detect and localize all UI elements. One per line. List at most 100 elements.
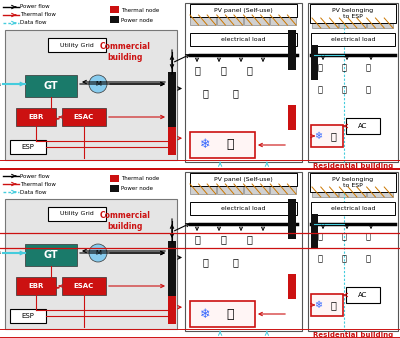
Bar bbox=[312, 187, 338, 197]
Bar bbox=[312, 18, 338, 28]
Text: ESAC: ESAC bbox=[74, 283, 94, 289]
Text: 🖥: 🖥 bbox=[342, 233, 346, 241]
Bar bbox=[346, 118, 380, 134]
Text: PV belonging
to ESP: PV belonging to ESP bbox=[332, 8, 374, 19]
Text: 📻: 📻 bbox=[366, 86, 370, 95]
Text: GT: GT bbox=[44, 81, 58, 91]
Bar bbox=[270, 15, 296, 25]
Text: Power node: Power node bbox=[121, 18, 153, 23]
Bar bbox=[16, 277, 56, 295]
Bar bbox=[190, 132, 255, 158]
Bar bbox=[346, 287, 380, 303]
Bar bbox=[62, 277, 106, 295]
Text: electrical load: electrical load bbox=[221, 37, 266, 42]
Bar bbox=[190, 33, 297, 46]
Bar bbox=[310, 4, 396, 23]
Bar bbox=[190, 15, 216, 25]
Text: 🖥: 🖥 bbox=[342, 64, 346, 72]
Bar bbox=[311, 214, 318, 249]
Text: Data flow: Data flow bbox=[20, 190, 46, 194]
Text: Thermal node: Thermal node bbox=[121, 7, 159, 13]
Text: 💡: 💡 bbox=[194, 234, 200, 244]
Bar bbox=[288, 105, 296, 130]
Bar bbox=[244, 15, 269, 25]
Bar bbox=[367, 187, 393, 197]
Text: Residential building: Residential building bbox=[313, 163, 393, 169]
Text: 🍵: 🍵 bbox=[366, 64, 370, 72]
Text: ❄: ❄ bbox=[200, 139, 210, 151]
Text: EBR: EBR bbox=[28, 114, 44, 120]
Bar bbox=[339, 18, 366, 28]
Text: PV panel (Self-use): PV panel (Self-use) bbox=[214, 8, 273, 13]
Text: 🧊: 🧊 bbox=[246, 234, 252, 244]
Text: Power flow: Power flow bbox=[20, 4, 50, 9]
Bar bbox=[62, 108, 106, 126]
Bar bbox=[168, 241, 176, 296]
Text: Utility Grid: Utility Grid bbox=[60, 43, 94, 48]
Text: electrical load: electrical load bbox=[221, 206, 266, 211]
Bar bbox=[5, 199, 177, 329]
Text: 🖥: 🖥 bbox=[202, 88, 208, 98]
Bar bbox=[185, 172, 302, 331]
Bar bbox=[190, 184, 216, 194]
Text: electrical load: electrical load bbox=[331, 37, 375, 42]
Text: 🧺: 🧺 bbox=[318, 86, 322, 95]
Bar bbox=[308, 3, 398, 162]
Text: 🔥: 🔥 bbox=[330, 300, 336, 310]
Bar bbox=[311, 202, 395, 215]
Circle shape bbox=[89, 244, 107, 262]
Circle shape bbox=[89, 75, 107, 93]
Text: ESP: ESP bbox=[22, 313, 34, 319]
Bar bbox=[110, 16, 119, 23]
Bar bbox=[168, 72, 176, 127]
Text: ❄: ❄ bbox=[314, 300, 322, 310]
Text: 📺: 📺 bbox=[232, 88, 238, 98]
Text: 🔥: 🔥 bbox=[226, 308, 234, 320]
Bar bbox=[110, 175, 119, 182]
Text: M: M bbox=[95, 81, 101, 87]
Bar bbox=[10, 309, 46, 323]
Bar bbox=[48, 38, 106, 52]
Text: Commercial
building: Commercial building bbox=[100, 211, 150, 231]
Text: AC: AC bbox=[358, 123, 368, 129]
Bar bbox=[339, 187, 366, 197]
Text: 🍵: 🍵 bbox=[366, 233, 370, 241]
Text: ESP: ESP bbox=[22, 144, 34, 150]
Text: Gas: Gas bbox=[0, 250, 2, 256]
Bar bbox=[311, 294, 343, 316]
Bar bbox=[217, 15, 242, 25]
Text: Commercial
building: Commercial building bbox=[100, 42, 150, 62]
Bar bbox=[16, 108, 56, 126]
Bar bbox=[288, 274, 296, 299]
Bar bbox=[367, 18, 393, 28]
Text: M: M bbox=[95, 250, 101, 256]
Bar bbox=[0, 168, 400, 170]
Text: ❄: ❄ bbox=[200, 308, 210, 320]
Bar bbox=[168, 296, 176, 324]
Bar bbox=[311, 125, 343, 147]
Text: Thermal node: Thermal node bbox=[121, 176, 159, 182]
Text: PV belonging
to ESP: PV belonging to ESP bbox=[332, 177, 374, 188]
Bar bbox=[110, 6, 119, 13]
Text: 💡: 💡 bbox=[318, 64, 322, 72]
Text: Data flow: Data flow bbox=[20, 21, 46, 25]
Bar bbox=[25, 75, 77, 97]
Bar bbox=[311, 45, 318, 80]
Bar bbox=[244, 184, 269, 194]
Text: Utility Grid: Utility Grid bbox=[60, 212, 94, 217]
Text: 💡: 💡 bbox=[194, 65, 200, 75]
Bar bbox=[288, 30, 296, 70]
Text: electrical load: electrical load bbox=[331, 206, 375, 211]
Text: 🍵: 🍵 bbox=[342, 86, 346, 95]
Text: Thermal flow: Thermal flow bbox=[20, 13, 56, 18]
Text: ❄: ❄ bbox=[314, 131, 322, 141]
Text: ESAC: ESAC bbox=[74, 114, 94, 120]
Bar bbox=[288, 199, 296, 239]
Text: 🖥: 🖥 bbox=[202, 257, 208, 267]
Text: 💡: 💡 bbox=[318, 233, 322, 241]
Text: AC: AC bbox=[358, 292, 368, 298]
Text: 🧺: 🧺 bbox=[318, 255, 322, 264]
Text: PV panel (Self-use): PV panel (Self-use) bbox=[214, 177, 273, 182]
Text: Power node: Power node bbox=[121, 187, 153, 192]
Bar bbox=[190, 4, 297, 17]
